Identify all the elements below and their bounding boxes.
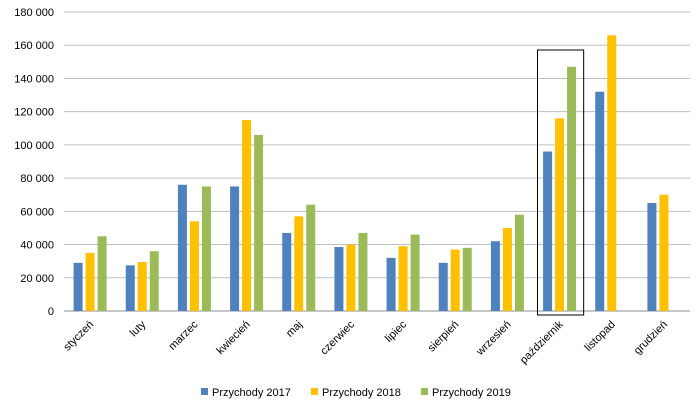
bar <box>294 216 304 311</box>
legend-label: Przychody 2017 <box>212 387 291 399</box>
bar <box>358 232 368 311</box>
bar <box>242 119 252 311</box>
y-tick-label: 140 000 <box>14 73 54 85</box>
x-axis-labels: styczeń luty marzec kwiecień maj czerwiec lipi… <box>61 318 670 366</box>
bar <box>97 236 107 311</box>
grid-lines <box>64 11 690 312</box>
bar <box>149 251 159 311</box>
bar <box>306 204 316 311</box>
bar <box>398 246 408 311</box>
bar <box>85 252 95 311</box>
y-tick-label: 80 000 <box>20 173 54 185</box>
x-tick-label: styczeń <box>61 319 96 354</box>
y-tick-label: 120 000 <box>14 107 54 119</box>
x-tick-label: marzec <box>167 318 201 352</box>
legend-label: Przychody 2019 <box>432 387 511 399</box>
bar <box>177 184 187 311</box>
x-tick-label: kwiecień <box>214 319 252 357</box>
bar <box>438 262 448 311</box>
bar <box>567 66 577 311</box>
bar <box>254 134 264 311</box>
legend: Przychody 2017 Przychody 2018 Przychody 20… <box>201 387 511 399</box>
x-tick-label: luty <box>128 318 149 339</box>
bar <box>189 221 199 311</box>
x-tick-label: grudzień <box>632 319 670 357</box>
x-tick-label: czerwiec <box>318 318 357 357</box>
bar <box>647 203 657 311</box>
bar <box>450 249 460 311</box>
bar <box>201 186 211 311</box>
y-tick-label: 40 000 <box>20 240 54 252</box>
bar <box>659 194 669 311</box>
bar <box>410 234 420 311</box>
legend-swatch <box>421 388 428 395</box>
bar <box>230 186 240 311</box>
bar <box>386 257 396 311</box>
x-tick-label: listopad <box>583 319 618 354</box>
bar <box>595 91 605 311</box>
bar <box>73 262 83 311</box>
legend-swatch <box>311 388 318 395</box>
x-tick-label: październik <box>518 318 566 366</box>
y-tick-label: 20 000 <box>20 273 54 285</box>
bar <box>514 214 524 311</box>
highlight-box <box>537 49 585 316</box>
legend-label: Przychody 2018 <box>322 387 401 399</box>
legend-swatch <box>201 388 208 395</box>
bar <box>346 244 356 311</box>
bar <box>543 151 553 311</box>
bar <box>125 265 135 311</box>
y-tick-label: 100 000 <box>14 140 54 152</box>
y-tick-label: 160 000 <box>14 40 54 52</box>
bar <box>334 247 344 311</box>
bar <box>502 227 512 311</box>
bar <box>282 232 292 311</box>
bars <box>73 35 669 311</box>
y-tick-label: 0 <box>48 306 54 318</box>
highlight-box-group <box>537 49 585 316</box>
bar <box>137 261 147 311</box>
x-tick-label: maj <box>284 319 305 340</box>
y-tick-label: 60 000 <box>20 206 54 218</box>
y-axis-ticks: 0 20 000 40 000 60 000 80 000 100 000 120 000 1… <box>14 7 54 318</box>
bar <box>490 241 500 311</box>
x-tick-label: lipiec <box>383 318 410 345</box>
bar <box>462 247 472 311</box>
x-tick-label: wrzesień <box>474 319 514 359</box>
bar <box>607 35 617 311</box>
x-tick-label: sierpień <box>426 319 462 355</box>
bar <box>555 118 565 311</box>
y-tick-label: 180 000 <box>14 7 54 19</box>
